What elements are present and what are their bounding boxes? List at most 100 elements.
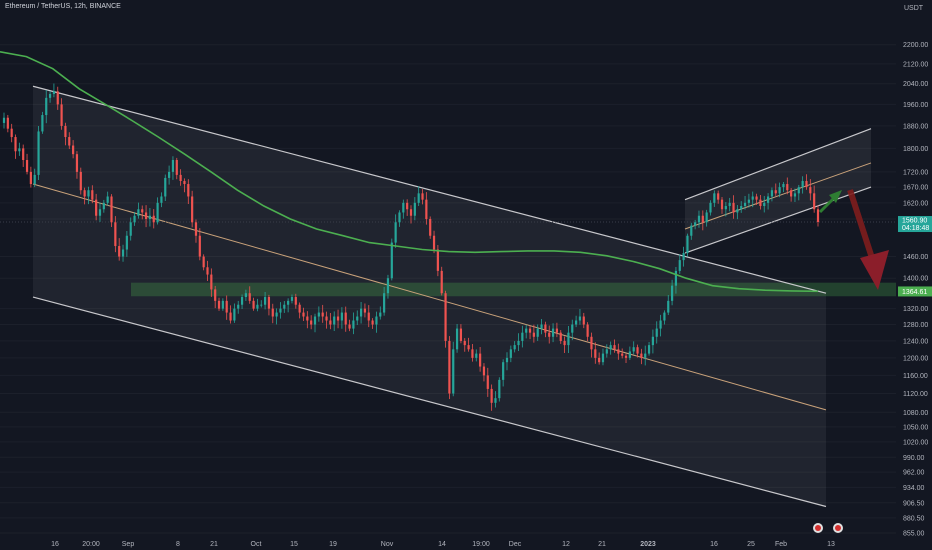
candle-body — [275, 312, 278, 317]
candle-body — [313, 316, 317, 325]
x-tick-label: 19:00 — [472, 541, 490, 548]
candle-body — [121, 249, 125, 257]
candle-body — [129, 222, 132, 236]
candle-body — [471, 349, 474, 358]
candle-body — [720, 199, 724, 210]
candle-body — [156, 202, 159, 223]
candle-body — [225, 300, 228, 313]
candle-body — [75, 154, 79, 172]
y-tick-label: 1200.00 — [903, 355, 928, 362]
candle-body — [621, 353, 624, 356]
y-tick-label: 1400.00 — [903, 276, 928, 283]
candle-body — [79, 171, 82, 191]
candle-body — [252, 300, 255, 309]
candle-body — [256, 304, 259, 309]
candle-body — [467, 345, 470, 350]
candle-body — [670, 285, 674, 301]
y-tick-label: 1080.00 — [903, 410, 928, 417]
candle-body — [406, 202, 409, 210]
y-tick-label: 934.00 — [903, 485, 925, 492]
candle-body — [198, 235, 201, 257]
candle-body — [440, 270, 443, 294]
candle-body — [352, 320, 355, 329]
symbol-title: Ethereum / TetherUS, 12h, BINANCE — [5, 3, 121, 10]
candle-body — [164, 177, 167, 197]
candle-body — [125, 235, 128, 250]
candle-body — [705, 212, 708, 223]
ascending-channel-fill — [685, 128, 871, 254]
candle-body — [102, 202, 105, 210]
candle-body — [655, 328, 658, 337]
y-tick-label: 1280.00 — [903, 322, 928, 329]
y-tick-label: 990.00 — [903, 455, 925, 462]
candle-body — [221, 300, 224, 309]
candle-body — [513, 345, 516, 350]
candle-body — [98, 209, 102, 216]
candle-body — [548, 332, 551, 337]
asc-channel-top-line — [684, 128, 872, 201]
drawing-zones — [33, 86, 896, 507]
candle-body — [682, 253, 685, 261]
y-tick-label: 1800.00 — [903, 146, 928, 153]
time-axis[interactable]: 16 20:00 Sep 8 21 Oct 15 19 Nov 14 19:00 Dec 12 21 202… — [51, 541, 835, 548]
candle-body — [813, 193, 816, 210]
candle-body — [217, 300, 221, 309]
candle-body — [701, 215, 704, 223]
candle-body — [774, 190, 777, 194]
candle-body — [690, 225, 693, 236]
candle-body — [532, 332, 535, 337]
candle-body — [448, 340, 451, 394]
x-tick-label: 21 — [210, 541, 218, 548]
candle-body — [2, 117, 6, 123]
candle-body — [298, 304, 301, 313]
candle-body — [152, 215, 155, 223]
candle-body — [590, 336, 593, 350]
y-tick-label: 1460.00 — [903, 254, 928, 261]
candle-body — [640, 353, 643, 358]
candle-body — [375, 316, 378, 325]
candle-body — [329, 320, 332, 325]
candle-body — [632, 347, 635, 352]
y-tick-label: 1240.00 — [903, 338, 928, 345]
candle-body — [736, 209, 739, 213]
y-tick-label: 962.00 — [903, 470, 925, 477]
candle-body — [505, 357, 509, 363]
candle-body — [133, 215, 136, 223]
candle-body — [340, 312, 343, 321]
candle-body — [697, 215, 701, 223]
candle-body — [636, 347, 639, 354]
candle-body — [667, 300, 670, 313]
candle-body — [60, 104, 63, 126]
trend-channels — [0, 85, 896, 508]
candle-body — [91, 190, 94, 200]
price-tag-zone — [898, 286, 932, 297]
y-tick-label: 855.00 — [903, 531, 925, 538]
candle-body — [444, 293, 447, 341]
candle-body — [425, 199, 428, 220]
axis-icons[interactable] — [813, 523, 843, 533]
up-arrow-shaft — [818, 197, 835, 214]
candle-body — [732, 202, 735, 213]
candle-body — [175, 160, 178, 175]
y-tick-label: 1050.00 — [903, 424, 928, 431]
candle-body — [279, 308, 282, 313]
candle-body — [728, 202, 731, 207]
candle-body — [118, 246, 121, 257]
candle-body — [624, 355, 628, 358]
candle-body — [386, 278, 390, 294]
candle-body — [713, 193, 716, 203]
candle-body — [509, 349, 512, 358]
candle-body — [659, 320, 662, 329]
x-tick-label: 16 — [51, 541, 59, 548]
candle-body — [179, 174, 182, 181]
down-arrow-shaft — [847, 189, 875, 259]
candle-body — [310, 320, 313, 325]
candle-body — [751, 196, 754, 200]
candle-body — [709, 202, 712, 213]
candle-body — [502, 362, 505, 380]
candle-body — [317, 312, 320, 317]
candle-body — [494, 398, 497, 403]
